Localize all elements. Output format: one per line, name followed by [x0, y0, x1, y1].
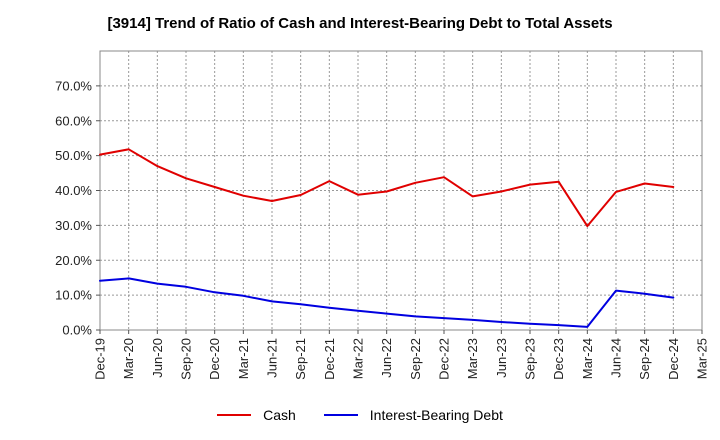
- y-tick-label: 0.0%: [62, 323, 92, 338]
- y-tick-label: 40.0%: [55, 183, 92, 198]
- x-tick-label: Dec-23: [551, 338, 566, 380]
- x-tick-label: Dec-19: [93, 338, 108, 380]
- y-tick-label: 50.0%: [55, 148, 92, 163]
- y-tick-label: 10.0%: [55, 288, 92, 303]
- x-axis: Dec-19 Mar-20 Jun-20 Sep-20 Dec-20 Mar-21 Jun-…: [93, 330, 710, 380]
- x-tick-label: Mar-25: [695, 338, 710, 379]
- x-tick-label: Mar-20: [121, 338, 136, 379]
- x-tick-label: Mar-21: [236, 338, 251, 379]
- legend-swatch-debt: [323, 414, 358, 416]
- legend-swatch-cash: [217, 414, 252, 416]
- series-line-interest-bearing-debt: [99, 277, 675, 328]
- legend-label-debt: Interest-Bearing Debt: [369, 407, 503, 423]
- x-tick-label: Sep-20: [179, 338, 194, 380]
- x-tick-label: Sep-21: [293, 338, 308, 380]
- y-tick-label: 60.0%: [55, 113, 92, 128]
- x-tick-label: Dec-21: [322, 338, 337, 380]
- x-tick-label: Mar-22: [351, 338, 366, 379]
- x-tick-label: Jun-20: [150, 338, 165, 378]
- legend: Cash Interest-Bearing Debt: [0, 404, 720, 426]
- x-tick-label: Dec-22: [437, 338, 452, 380]
- x-tick-label: Mar-24: [580, 338, 595, 379]
- x-tick-label: Sep-23: [523, 338, 538, 380]
- x-tick-label: Jun-24: [609, 338, 624, 378]
- x-tick-label: Sep-22: [408, 338, 423, 380]
- x-tick-label: Mar-23: [465, 338, 480, 379]
- y-tick-label: 70.0%: [55, 78, 92, 93]
- x-tick-label: Jun-23: [494, 338, 509, 378]
- grid-lines: [100, 51, 702, 330]
- x-tick-label: Dec-20: [207, 338, 222, 380]
- legend-item-cash: Cash: [217, 407, 296, 423]
- series-line-cash: [99, 148, 675, 228]
- legend-item-interest-bearing-debt: Interest-Bearing Debt: [323, 407, 503, 423]
- legend-label-cash: Cash: [263, 407, 296, 423]
- x-tick-label: Jun-22: [379, 338, 394, 378]
- x-tick-label: Sep-24: [637, 338, 652, 380]
- y-tick-label: 20.0%: [55, 253, 92, 268]
- chart-title: [3914] Trend of Ratio of Cash and Intere…: [107, 15, 613, 32]
- series-lines: [99, 148, 675, 328]
- x-tick-label: Jun-21: [265, 338, 280, 378]
- y-tick-label: 30.0%: [55, 218, 92, 233]
- x-tick-label: Dec-24: [666, 338, 681, 380]
- y-axis: 0.0% 10.0% 20.0% 30.0% 40.0% 50.0% 60.0% 70.0%: [55, 78, 100, 338]
